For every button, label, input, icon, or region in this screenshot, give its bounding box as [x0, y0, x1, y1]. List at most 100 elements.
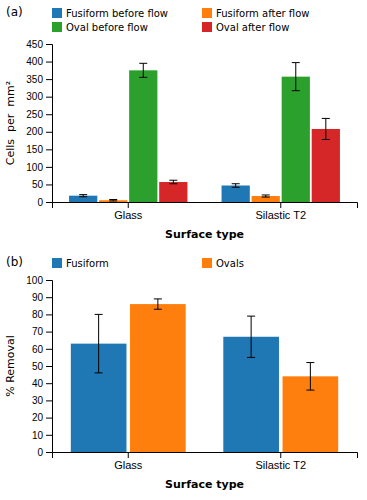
tick-label: 20: [32, 412, 44, 423]
tick: 100: [26, 275, 52, 286]
error-bar: [109, 200, 117, 201]
tick: 20: [32, 412, 52, 423]
legend: Fusiform Ovals: [52, 258, 244, 269]
tick-label: 60: [32, 344, 44, 355]
x-axis-title: Surface type: [165, 228, 244, 241]
tick-label: 40: [32, 378, 44, 389]
tick-label: 400: [26, 56, 43, 67]
tick-mark: [46, 97, 52, 98]
error-bar: [154, 299, 162, 309]
y-axis: 050100150200250300350400450: [26, 39, 52, 208]
x-axis: Glass Silastic T2: [53, 452, 358, 471]
x-axis-title: Surface type: [165, 478, 244, 491]
tick-mark: [46, 297, 52, 298]
tick-label: 50: [32, 361, 44, 372]
series: [99, 195, 280, 202]
legend-item: Oval before flow: [52, 22, 148, 33]
tick: 10: [32, 430, 52, 441]
bar: [130, 304, 186, 452]
tick-mark: [46, 280, 52, 281]
error-bar: [79, 195, 87, 197]
tick-label: 350: [26, 74, 43, 85]
tick-label: 90: [32, 292, 44, 303]
tick: 80: [32, 309, 52, 320]
tick-mark: [46, 62, 52, 63]
x-axis: GlassSilastic T2: [53, 202, 358, 221]
tick-mark: [280, 452, 281, 458]
tick-label: 30: [32, 395, 44, 406]
tick: 90: [32, 292, 52, 303]
tick: 0: [37, 447, 52, 458]
plot: 0 10 20 30 40 50 60 70 80 90 100 Glass Silastic T2 Su…: [4, 275, 358, 491]
tick-label: 0: [37, 197, 43, 208]
tick-label: 300: [26, 91, 43, 102]
tick-label: 0: [37, 447, 43, 458]
legend-swatch: [52, 22, 62, 32]
tick-mark: [46, 132, 52, 133]
legend-swatch: [52, 258, 62, 268]
tick-mark: [128, 452, 129, 458]
tick-label: 10: [32, 430, 44, 441]
tick-mark: [46, 149, 52, 150]
marks: [69, 63, 340, 202]
tick-label: 50: [32, 179, 44, 190]
axis-line: [46, 281, 53, 453]
legend-swatch: [202, 8, 212, 18]
error-bar: [322, 118, 330, 139]
tick: 60: [32, 344, 52, 355]
legend-label: Oval after flow: [216, 22, 289, 33]
tick-label: Silastic T2: [255, 209, 306, 221]
error-bar: [169, 180, 177, 184]
tick-mark: [46, 366, 52, 367]
legend-swatch: [202, 22, 212, 32]
bar: [129, 70, 157, 202]
tick-mark: [46, 44, 52, 45]
error-bar: [247, 316, 255, 357]
legend-label: Ovals: [216, 258, 244, 269]
tick-mark: [46, 383, 52, 384]
tick-label: 250: [26, 109, 43, 120]
tick: 250: [26, 109, 52, 120]
legend-item: Ovals: [202, 258, 244, 269]
tick-label: Silastic T2: [255, 459, 306, 471]
bar: [99, 200, 127, 202]
tick: 150: [26, 144, 52, 155]
y-axis-title: Cells per mm²: [4, 81, 17, 165]
series: [130, 299, 338, 452]
legend-label: Oval before flow: [66, 22, 148, 33]
legend-swatch: [202, 258, 212, 268]
tick: Silastic T2: [255, 452, 306, 471]
title: (a): [6, 5, 23, 19]
tick-mark: [46, 349, 52, 350]
bar: [159, 182, 187, 202]
error-bar: [232, 184, 240, 188]
legend-label: Fusiform before flow: [66, 8, 168, 19]
tick: 50: [32, 361, 52, 372]
series: [129, 63, 310, 202]
tick-mark: [46, 202, 52, 203]
tick-mark: [46, 418, 52, 419]
tick-mark: [46, 167, 52, 168]
tick-mark: [46, 79, 52, 80]
legend: Fusiform before flow Fusiform after flow O…: [52, 8, 309, 33]
axis-line: [53, 203, 358, 209]
tick-label: 80: [32, 309, 44, 320]
tick: Glass: [114, 452, 143, 471]
tick-mark: [280, 202, 281, 208]
bar: [222, 185, 250, 202]
panel: (b)FusiformOvals0102030405060708090100Gl…: [4, 255, 358, 491]
tick-label: Glass: [114, 459, 143, 471]
tick-mark: [128, 202, 129, 208]
legend-item: Fusiform after flow: [202, 8, 309, 19]
tick-mark: [46, 114, 52, 115]
legend-item: Fusiform: [52, 258, 109, 269]
tick-mark: [46, 435, 52, 436]
tick-label: 450: [26, 39, 43, 50]
tick: 200: [26, 126, 52, 137]
bar: [282, 77, 310, 202]
tick-mark: [46, 452, 52, 453]
tick-label: 70: [32, 326, 44, 337]
legend-item: Oval after flow: [202, 22, 289, 33]
error-bar: [95, 314, 103, 372]
tick-mark: [46, 332, 52, 333]
